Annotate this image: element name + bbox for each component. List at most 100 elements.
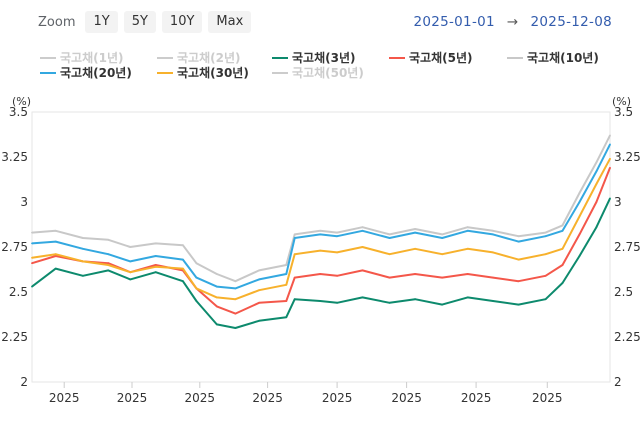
data-point-5y: [319, 273, 322, 275]
data-point-3y: [388, 301, 391, 304]
data-point-30y: [258, 289, 260, 292]
data-point-30y: [54, 253, 57, 256]
y-tick-label-right: 2.5: [614, 285, 633, 299]
y-tick-label-right: 3.25: [614, 150, 640, 164]
data-point-5y: [361, 269, 364, 272]
data-point-5y: [441, 276, 444, 279]
data-point-5y: [609, 166, 611, 169]
y-tick-label-right: 2: [614, 375, 622, 389]
legend-item[interactable]: 국고채(5년): [389, 50, 472, 65]
data-point-20y: [31, 242, 33, 245]
data-point-3y: [414, 298, 416, 301]
y-tick-label-left: 2.25: [1, 330, 28, 344]
legend-item[interactable]: 국고채(20년): [40, 65, 132, 80]
y-tick-label-left: 3.5: [9, 105, 28, 119]
y-tick-label-right: 3.5: [614, 105, 633, 119]
data-point-5y: [54, 255, 57, 257]
data-point-10y: [319, 229, 322, 232]
legend-item[interactable]: 국고채(1년): [40, 50, 123, 65]
data-point-30y: [336, 251, 338, 254]
data-point-30y: [107, 264, 110, 266]
zoom-button-max[interactable]: Max: [208, 11, 252, 33]
data-point-3y: [107, 269, 110, 272]
y-tick-label-left: 2.75: [1, 240, 28, 254]
zoom-button-1y[interactable]: 1Y: [85, 11, 118, 33]
data-point-10y: [578, 192, 581, 194]
data-point-5y: [578, 233, 581, 236]
data-point-3y: [215, 323, 218, 326]
range-to-input[interactable]: 2025-12-08: [530, 14, 612, 30]
data-point-20y: [293, 237, 296, 239]
y-unit-right: (%): [612, 95, 631, 108]
data-point-20y: [154, 255, 157, 257]
legend-item[interactable]: 국고채(50년): [272, 65, 364, 80]
data-point-10y: [517, 235, 520, 238]
y-axis-right: 2 2.25 2.5 2.75 3 3.25 3.5: [614, 105, 640, 389]
legend-item[interactable]: 국고채(3년): [272, 50, 355, 65]
series-line-30y: [31, 158, 611, 301]
legend-item[interactable]: 국고채(30년): [157, 65, 249, 80]
data-point-5y: [466, 273, 469, 275]
data-point-10y: [336, 231, 338, 234]
legend-item[interactable]: 국고채(10년): [507, 50, 599, 65]
data-point-3y: [441, 303, 444, 306]
y-tick-label-left: 3: [20, 195, 28, 209]
data-point-3y: [293, 298, 296, 301]
data-point-20y: [595, 170, 598, 173]
data-point-10y: [441, 233, 444, 236]
legend-label: 국고채(30년): [177, 65, 249, 80]
data-point-30y: [609, 157, 611, 160]
data-point-5y: [285, 300, 288, 302]
data-point-3y: [82, 274, 84, 277]
x-tick-label: 2025: [532, 391, 563, 405]
data-point-10y: [154, 242, 157, 245]
data-point-20y: [361, 229, 364, 232]
data-point-10y: [293, 233, 296, 236]
data-point-30y: [285, 283, 288, 286]
data-point-3y: [54, 267, 57, 270]
data-point-30y: [414, 247, 416, 250]
data-point-20y: [578, 201, 581, 203]
data-point-30y: [31, 256, 33, 259]
x-axis: 2025 2025 2025 2025 2025 2025 2025 2025: [49, 382, 563, 405]
data-point-30y: [82, 260, 84, 263]
y-tick-label-left: 3.25: [1, 150, 28, 164]
data-point-30y: [492, 251, 494, 254]
zoom-button-10y[interactable]: 10Y: [161, 11, 203, 33]
data-point-5y: [414, 273, 416, 275]
data-point-3y: [466, 296, 469, 299]
zoom-button-5y[interactable]: 5Y: [123, 11, 156, 33]
range-from-input[interactable]: 2025-01-01: [413, 14, 495, 30]
legend-label: 국고채(10년): [527, 50, 599, 65]
range-arrow: →: [506, 14, 519, 30]
x-tick-label: 2025: [322, 391, 353, 405]
data-point-10y: [414, 228, 416, 230]
data-point-20y: [234, 287, 237, 290]
data-point-30y: [319, 249, 322, 252]
data-point-20y: [285, 273, 288, 275]
zoom-bar: Zoom 1Y 5Y 10Y Max: [38, 10, 257, 34]
data-point-20y: [492, 233, 494, 236]
data-point-3y: [595, 226, 598, 229]
legend-label: 국고채(2년): [177, 50, 240, 65]
data-point-5y: [544, 274, 547, 277]
data-point-20y: [215, 285, 218, 288]
legend-label: 국고채(50년): [292, 65, 364, 80]
data-point-3y: [609, 197, 611, 200]
data-point-30y: [466, 247, 469, 250]
data-point-30y: [388, 253, 391, 256]
data-point-10y: [129, 246, 132, 248]
data-point-30y: [195, 287, 198, 290]
data-point-5y: [107, 262, 110, 265]
data-point-10y: [388, 233, 391, 236]
data-point-3y: [129, 278, 132, 281]
data-point-20y: [561, 229, 564, 232]
legend-item[interactable]: 국고채(2년): [157, 50, 240, 65]
data-point-10y: [595, 161, 598, 164]
data-point-3y: [234, 327, 237, 329]
data-point-5y: [561, 264, 564, 266]
series-line-3y: [31, 197, 611, 329]
data-point-30y: [578, 215, 581, 218]
x-tick-label: 2025: [461, 391, 492, 405]
